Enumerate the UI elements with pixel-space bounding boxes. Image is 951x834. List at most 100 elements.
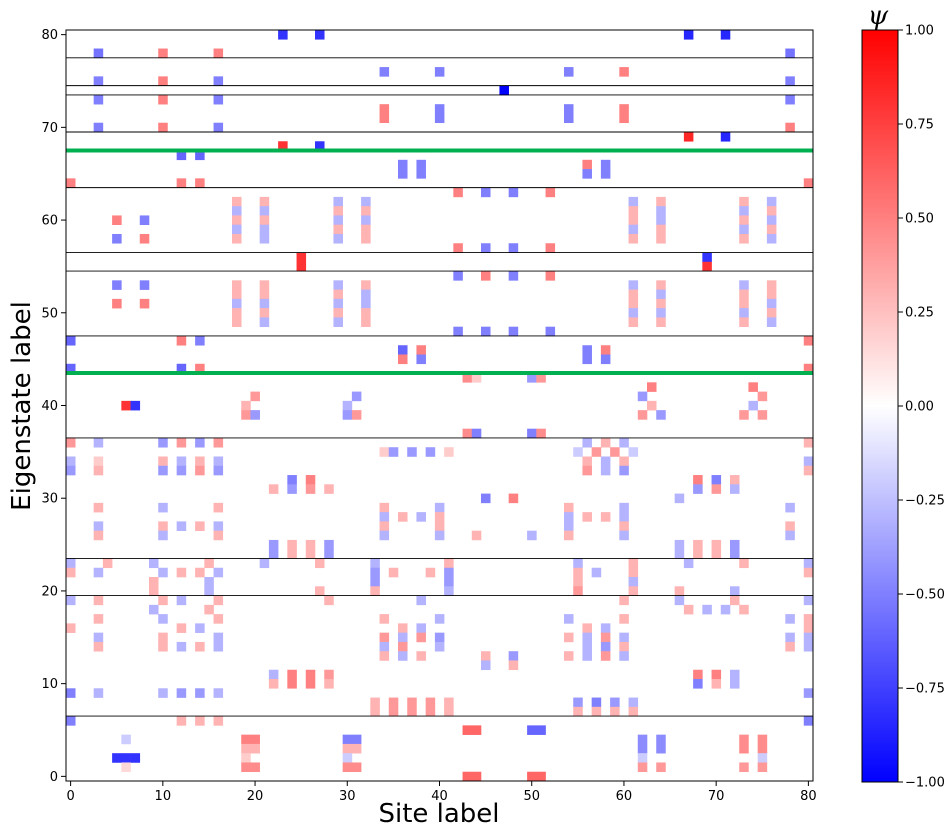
heatmap-cell [416, 169, 426, 179]
heatmap-cell [66, 716, 76, 726]
heatmap-cell [195, 178, 205, 188]
heatmap-cell [610, 697, 620, 708]
heatmap-cell [93, 437, 104, 448]
heatmap-cell [748, 400, 758, 411]
heatmap-cell [739, 308, 749, 318]
heatmap-cell [619, 521, 629, 531]
heatmap-cell [564, 614, 574, 624]
heatmap-cell [637, 762, 648, 773]
heatmap-cell [564, 632, 574, 643]
heatmap-cell [739, 280, 749, 290]
heatmap-cell [398, 651, 408, 661]
heatmap-cell [93, 456, 104, 467]
heatmap-cell [333, 233, 343, 244]
heatmap-cell [176, 521, 187, 531]
heatmap-cell [213, 48, 224, 59]
heatmap-cell [287, 539, 297, 550]
heatmap-cell [416, 623, 426, 633]
x-tick-label: 0 [66, 789, 74, 804]
heatmap-cell [250, 391, 260, 402]
heatmap-cell [232, 298, 242, 309]
heatmap-cell [739, 298, 749, 309]
heatmap-cell [379, 104, 390, 114]
heatmap-cell [176, 623, 187, 633]
y-axis-label: Eigenstate label [7, 301, 37, 511]
heatmap-cell [757, 734, 768, 745]
heatmap-cell [259, 558, 270, 569]
heatmap-cell [656, 196, 666, 207]
heatmap-cell [66, 437, 76, 448]
heatmap-cell [259, 233, 270, 244]
heatmap-cell [545, 243, 556, 253]
heatmap-cell [259, 308, 270, 318]
heatmap-cell [232, 280, 242, 290]
heatmap-cell [499, 85, 509, 96]
heatmap-cell [582, 641, 592, 652]
heatmap-cell [379, 632, 390, 643]
heatmap-cell [361, 317, 371, 327]
heatmap-cell [416, 159, 426, 170]
heatmap-cell [259, 215, 270, 226]
heatmap-cell [508, 243, 519, 253]
heatmap-cell [213, 595, 224, 606]
heatmap-cell [674, 539, 685, 550]
heatmap-cell [573, 447, 583, 457]
heatmap-cell [241, 400, 251, 411]
heatmap-cell [370, 558, 380, 569]
heatmap-cell [425, 447, 436, 457]
heatmap-cell [259, 224, 270, 235]
heatmap-cell [600, 456, 611, 467]
heatmap-cell [176, 456, 187, 467]
heatmap-cell [803, 437, 813, 448]
heatmap-cell [656, 734, 666, 745]
heatmap-cell [176, 595, 187, 606]
heatmap-cell [674, 586, 685, 596]
heatmap-cell [66, 688, 76, 698]
heatmap-cell [527, 725, 537, 735]
heatmap-cell [803, 614, 813, 624]
heatmap-cell [93, 94, 104, 105]
heatmap-cell [416, 595, 426, 606]
x-tick-label: 40 [431, 789, 448, 804]
heatmap-cell [730, 595, 740, 606]
heatmap-cell [766, 206, 777, 216]
heatmap-cell [268, 539, 279, 550]
heatmap-cell [232, 224, 242, 235]
heatmap-cell [370, 567, 380, 578]
heatmap-cell [766, 196, 777, 207]
heatmap-cell [600, 651, 611, 661]
heatmap-cell [232, 308, 242, 318]
heatmap-cell [785, 122, 795, 133]
heatmap-cell [564, 530, 574, 541]
heatmap-cell [102, 558, 113, 569]
heatmap-cell [739, 196, 749, 207]
plot-background [66, 30, 813, 781]
heatmap-cell [619, 456, 629, 467]
heatmap-cell [112, 233, 122, 244]
heatmap-cell [600, 632, 611, 643]
heatmap-cell [785, 614, 795, 624]
heatmap-cell [278, 30, 288, 40]
heatmap-cell [481, 326, 491, 337]
heatmap-cell [582, 465, 592, 476]
heatmap-cell [121, 734, 131, 745]
heatmap-cell [739, 604, 749, 615]
heatmap-cell [453, 187, 463, 198]
x-tick-label: 30 [339, 789, 356, 804]
heatmap-cell [702, 604, 712, 615]
heatmap-cell [361, 196, 371, 207]
heatmap-cell [785, 502, 795, 513]
heatmap-cell [195, 150, 205, 161]
heatmap-cell [444, 558, 454, 569]
heatmap-cell [213, 465, 224, 476]
heatmap-cell [619, 67, 629, 77]
y-tick-label: 50 [41, 306, 58, 321]
heatmap-cell [481, 660, 491, 671]
heatmap-cell [250, 734, 260, 745]
colorbar-ticks: 1.00 0.75 0.50 0.25 0.00 −0.25 −0.50 −0.75 −1.00 [898, 24, 945, 791]
heatmap-cell [591, 567, 602, 578]
heatmap-cell [351, 391, 362, 402]
heatmap-cell [259, 298, 270, 309]
heatmap-cell [241, 734, 251, 745]
heatmap-cell [683, 604, 694, 615]
